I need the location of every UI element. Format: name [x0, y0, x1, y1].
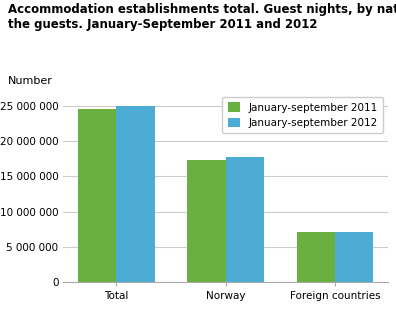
Bar — [78, 109, 116, 282]
Legend: January-september 2011, January-september 2012: January-september 2011, January-septembe… — [223, 97, 383, 133]
Text: Accommodation establishments total. Guest nights, by nationality of
the guests. : Accommodation establishments total. Gues… — [8, 3, 396, 31]
Bar — [297, 232, 335, 282]
Bar — [116, 106, 155, 282]
Bar — [226, 157, 264, 282]
Text: Number: Number — [8, 76, 53, 86]
Bar — [335, 232, 373, 282]
Bar — [187, 160, 226, 282]
